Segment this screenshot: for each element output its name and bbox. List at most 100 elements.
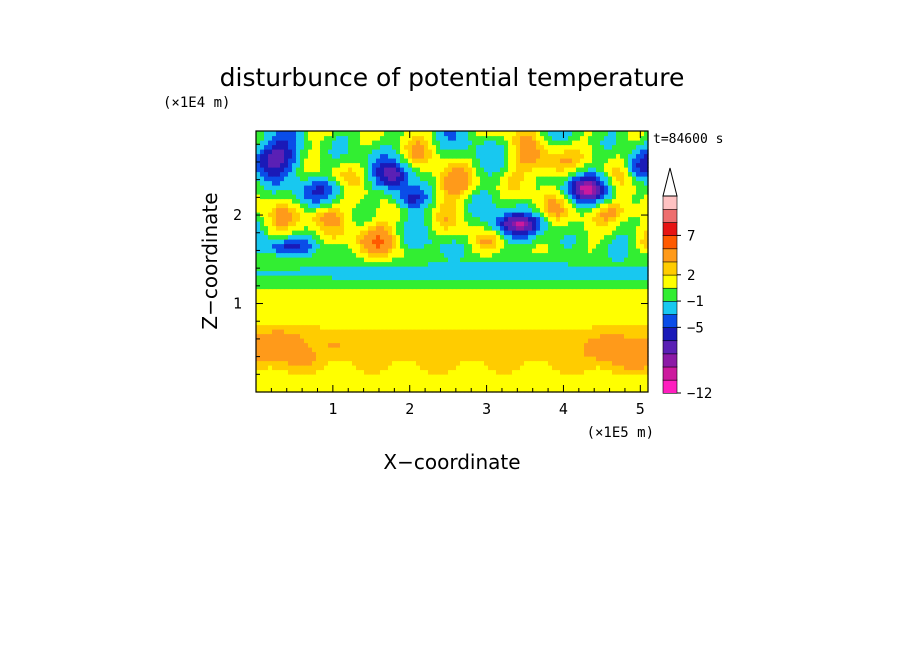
field-cell	[296, 189, 301, 195]
field-cell	[296, 324, 301, 330]
field-cell	[608, 324, 613, 330]
field-cell	[448, 216, 453, 222]
field-cell	[568, 176, 573, 182]
field-cell	[284, 356, 289, 362]
field-cell	[280, 279, 285, 285]
field-cell	[468, 324, 473, 330]
field-cell	[644, 180, 649, 186]
field-cell	[444, 252, 449, 258]
field-cell	[284, 221, 289, 227]
field-cell	[316, 243, 321, 249]
field-cell	[276, 378, 281, 384]
field-cell	[376, 225, 381, 231]
field-cell	[636, 378, 641, 384]
field-cell	[432, 351, 437, 357]
field-cell	[348, 162, 353, 168]
field-cell	[504, 257, 509, 263]
field-cell	[296, 378, 301, 384]
field-cell	[596, 320, 601, 326]
field-cell	[444, 221, 449, 227]
field-cell	[400, 279, 405, 285]
field-cell	[396, 351, 401, 357]
field-cell	[576, 378, 581, 384]
field-cell	[404, 387, 409, 393]
field-cell	[580, 378, 585, 384]
field-cell	[296, 194, 301, 200]
field-cell	[404, 180, 409, 186]
field-cell	[520, 302, 525, 308]
field-cell	[436, 257, 441, 263]
field-cell	[372, 279, 377, 285]
field-cell	[336, 311, 341, 317]
field-cell	[528, 266, 533, 272]
field-cell	[472, 342, 477, 348]
field-cell	[288, 338, 293, 344]
field-cell	[572, 383, 577, 389]
field-cell	[352, 252, 357, 258]
field-cell	[340, 171, 345, 177]
field-cell	[448, 239, 453, 245]
field-cell	[276, 216, 281, 222]
field-cell	[524, 180, 529, 186]
field-cell	[476, 293, 481, 299]
field-cell	[500, 198, 505, 204]
field-cell	[588, 275, 593, 281]
field-cell	[596, 387, 601, 393]
field-cell	[468, 333, 473, 339]
field-cell	[604, 248, 609, 254]
field-cell	[596, 243, 601, 249]
field-cell	[628, 315, 633, 321]
field-cell	[528, 329, 533, 335]
field-cell	[376, 351, 381, 357]
field-cell	[524, 333, 529, 339]
field-cell	[320, 212, 325, 218]
field-cell	[408, 185, 413, 191]
field-cell	[312, 320, 317, 326]
field-cell	[412, 221, 417, 227]
field-cell	[300, 243, 305, 249]
field-cell	[428, 189, 433, 195]
field-cell	[520, 360, 525, 366]
field-cell	[432, 338, 437, 344]
field-cell	[524, 270, 529, 276]
field-cell	[560, 270, 565, 276]
field-cell	[340, 279, 345, 285]
field-cell	[360, 369, 365, 375]
field-cell	[492, 221, 497, 227]
field-cell	[596, 239, 601, 245]
field-cell	[592, 284, 597, 290]
field-cell	[308, 261, 313, 267]
field-cell	[516, 297, 521, 303]
field-cell	[336, 293, 341, 299]
field-cell	[620, 365, 625, 371]
field-cell	[564, 383, 569, 389]
field-cell	[260, 320, 265, 326]
field-cell	[360, 216, 365, 222]
field-cell	[260, 342, 265, 348]
field-cell	[472, 248, 477, 254]
field-cell	[424, 279, 429, 285]
field-cell	[616, 374, 621, 380]
field-cell	[588, 221, 593, 227]
field-cell	[312, 374, 317, 380]
field-cell	[348, 207, 353, 213]
field-cell	[632, 387, 637, 393]
field-cell	[520, 176, 525, 182]
field-cell	[268, 266, 273, 272]
field-cell	[296, 342, 301, 348]
field-cell	[596, 365, 601, 371]
field-cell	[584, 297, 589, 303]
field-cell	[376, 284, 381, 290]
field-cell	[528, 176, 533, 182]
field-cell	[264, 387, 269, 393]
field-cell	[344, 302, 349, 308]
field-cell	[580, 288, 585, 294]
field-cell	[616, 167, 621, 173]
field-cell	[440, 194, 445, 200]
field-cell	[592, 315, 597, 321]
field-cell	[412, 338, 417, 344]
field-cell	[524, 297, 529, 303]
field-cell	[276, 252, 281, 258]
field-cell	[588, 302, 593, 308]
field-cell	[528, 351, 533, 357]
